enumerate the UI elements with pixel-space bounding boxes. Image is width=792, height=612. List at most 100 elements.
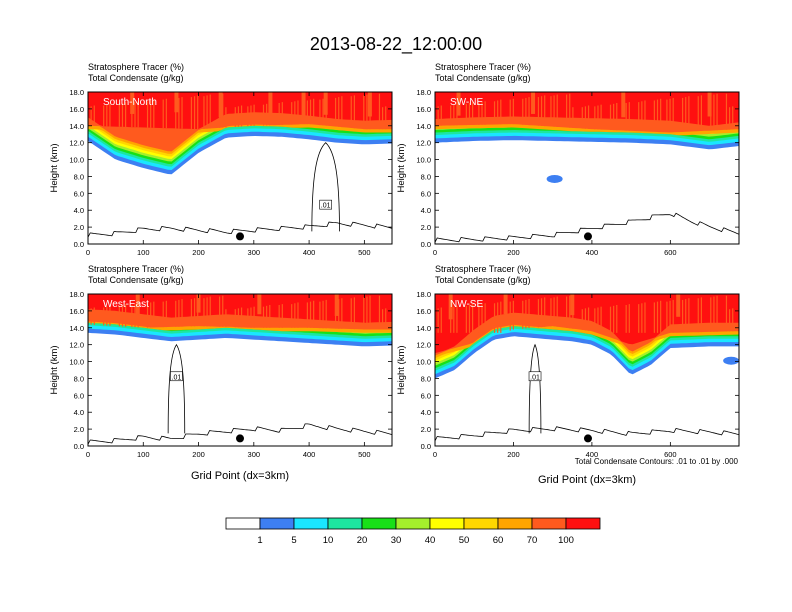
contour-label: .01 [530,374,540,381]
tracer-band-100 [435,92,739,126]
y-tick-label: 10.0 [69,358,84,367]
colorbar-label: 20 [357,535,368,546]
tracer-spike [531,92,536,114]
contour-label: .01 [321,203,331,210]
panel-nw-se: Stratosphere Tracer (%)Total Condensate … [396,264,740,459]
panel-subtitle-condensate: Total Condensate (g/kg) [435,73,531,83]
tracer-field: .01 [435,294,739,446]
condensate-contour [167,343,186,434]
y-tick-label: 6.0 [74,189,84,198]
colorbar-label: 40 [425,535,436,546]
y-tick-label: 2.0 [421,425,431,434]
x-tick-label: 100 [137,248,150,257]
condensate-contour [311,142,340,232]
tracer-field [435,92,739,244]
panel-name: South-North [103,97,157,108]
tracer-spike [621,92,626,118]
y-tick-label: 0.0 [421,442,431,451]
y-tick-label: 14.0 [416,122,431,131]
tracer-blob [546,174,563,183]
y-axis-label: Height (km) [396,143,407,192]
x-tick-label: 300 [248,248,261,257]
x-tick-label: 200 [507,450,520,459]
location-marker [236,434,244,443]
y-tick-label: 10.0 [416,156,431,165]
contour-note: Total Condensate Contours: .01 to .01 by… [575,457,739,466]
panel-subtitle-tracer: Stratosphere Tracer (%) [435,264,531,274]
tracer-spike [135,294,140,315]
tracer-blob [723,356,739,365]
x-tick-label: 200 [507,248,520,257]
condensate-contour [528,343,542,434]
colorbar-label: 1 [257,535,262,546]
panels: Stratosphere Tracer (%)Total Condensate … [49,62,740,459]
y-tick-label: 18.0 [69,88,84,97]
panel-sw-ne: Stratosphere Tracer (%)Total Condensate … [396,62,740,257]
x-tick-label: 200 [192,248,205,257]
colorbar-swatch [565,517,601,530]
contour-label-box [528,371,542,382]
tracer-spike [268,92,273,116]
y-axis-label: Height (km) [49,345,60,394]
x-axis-label-right: Grid Point (dx=3km) [538,474,636,486]
x-tick-label: 500 [358,248,371,257]
location-marker [236,232,244,241]
x-tick-label: 600 [664,248,677,257]
contour-label: .01 [172,374,182,381]
x-tick-label: 500 [358,450,371,459]
panel-south-north: Stratosphere Tracer (%)Total Condensate … [49,62,393,257]
y-tick-label: 0.0 [421,240,431,249]
location-marker [583,434,592,443]
x-tick-label: 300 [248,450,261,459]
y-tick-label: 18.0 [416,290,431,299]
colorbar-label: 50 [459,535,470,546]
main-title: 2013-08-22_12:00:00 [310,34,482,55]
x-tick-label: 600 [664,450,677,459]
panel-subtitle-condensate: Total Condensate (g/kg) [88,275,184,285]
tracer-spike [218,92,223,118]
colorbar-label: 60 [493,535,504,546]
y-tick-label: 0.0 [74,240,84,249]
colorbar-swatch [463,517,499,530]
terrain-line [88,221,392,238]
x-tick-label: 200 [192,450,205,459]
y-tick-label: 2.0 [74,223,84,232]
x-tick-label: 400 [303,450,316,459]
tracer-spike [367,92,372,117]
panel-subtitle-condensate: Total Condensate (g/kg) [435,275,531,285]
tracer-field: .01 [88,294,392,446]
y-tick-label: 12.0 [416,139,431,148]
x-tick-label: 100 [137,450,150,459]
colorbar-swatch [225,517,261,530]
panel-subtitle-tracer: Stratosphere Tracer (%) [88,62,184,72]
tracer-spike [130,92,135,114]
colorbar-swatch [497,517,533,530]
y-axis-label: Height (km) [396,345,407,394]
y-tick-label: 6.0 [421,189,431,198]
y-tick-label: 4.0 [74,206,84,215]
tracer-spike [570,294,575,316]
tracer-spike [196,294,201,313]
tracer-spike [323,92,328,115]
panel-subtitle-tracer: Stratosphere Tracer (%) [88,264,184,274]
colorbar-swatch [395,517,431,530]
x-tick-label: 0 [433,248,437,257]
colorbar-swatch [259,517,295,530]
y-tick-label: 16.0 [69,307,84,316]
colorbar-label: 10 [323,535,334,546]
tracer-band-100 [435,294,739,354]
tracer-spike [707,92,712,117]
panel-west-east: Stratosphere Tracer (%)Total Condensate … [49,264,393,459]
y-tick-label: 8.0 [74,172,84,181]
contour-label-box [319,199,332,210]
y-tick-label: 16.0 [416,307,431,316]
y-tick-label: 2.0 [421,223,431,232]
x-tick-label: 400 [586,450,599,459]
y-tick-label: 12.0 [69,139,84,148]
x-tick-label: 400 [303,248,316,257]
colorbar-label: 30 [391,535,402,546]
y-tick-label: 6.0 [74,391,84,400]
terrain-line [435,426,739,442]
panel-name: SW-NE [450,97,483,108]
